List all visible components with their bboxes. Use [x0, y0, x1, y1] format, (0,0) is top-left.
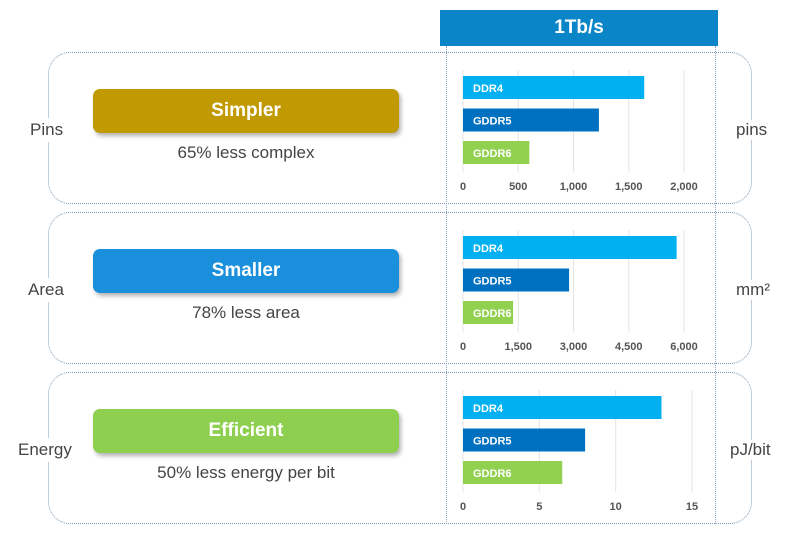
simpler-button[interactable]: Simpler — [93, 89, 399, 133]
side-label: Pins — [30, 118, 64, 142]
tick-label: 2,000 — [670, 181, 698, 193]
bar-label: GDDR6 — [473, 308, 512, 320]
bar-label: DDR4 — [473, 83, 504, 95]
tick-label: 1,500 — [504, 341, 532, 353]
tick-label: 3,000 — [560, 341, 588, 353]
tick-label: 1,000 — [560, 181, 588, 193]
unit-label: mm² — [736, 280, 770, 300]
tick-label: 0 — [460, 501, 466, 513]
bar-label: GDDR6 — [473, 148, 512, 160]
panel-pins: Simpler 65% less complex — [48, 52, 752, 204]
side-label: Energy — [18, 438, 72, 462]
subtitle: 65% less complex — [177, 143, 315, 162]
bar-chart: 0 500 1,000 1,500 2,000 DDR4 GDDR5 GDDR6 — [460, 70, 698, 193]
subtitle: 78% less area — [192, 303, 300, 322]
bar-label: GDDR5 — [473, 436, 512, 448]
tick-label: 10 — [610, 501, 622, 513]
tick-label: 500 — [509, 181, 527, 193]
unit-label: pins — [736, 120, 768, 140]
bandwidth-header: 1Tb/s — [440, 10, 718, 46]
tick-label: 1,500 — [615, 181, 643, 193]
chart-column-frame — [446, 46, 716, 524]
subtitle: 50% less energy per bit — [157, 463, 335, 482]
bar-chart: 0 1,500 3,000 4,500 6,000 DDR4 GDDR5 GDDR6 — [460, 230, 698, 353]
bar-ddr4 — [463, 76, 645, 99]
bar-label: DDR4 — [473, 243, 504, 255]
side-label: Area — [28, 278, 64, 302]
bar-gddr6 — [463, 301, 514, 324]
bar-gddr5 — [463, 108, 599, 132]
tick-label: 5 — [536, 501, 542, 513]
bar-gddr5 — [463, 268, 570, 292]
bar-gddr6 — [463, 461, 563, 484]
panel-energy: Efficient 50% less energy per bit — [48, 372, 752, 524]
tick-label: 0 — [460, 181, 466, 193]
smaller-button[interactable]: Smaller — [93, 249, 399, 293]
efficient-button[interactable]: Efficient — [93, 409, 399, 453]
tick-label: 6,000 — [670, 341, 698, 353]
tick-label: 4,500 — [615, 341, 643, 353]
tick-label: 15 — [686, 501, 698, 513]
bar-label: GDDR5 — [473, 276, 512, 288]
unit-label: pJ/bit — [730, 440, 771, 460]
bar-label: GDDR5 — [473, 116, 512, 128]
bar-label: GDDR6 — [473, 468, 512, 480]
bar-ddr4 — [463, 236, 677, 259]
bar-label: DDR4 — [473, 403, 504, 415]
bar-gddr6 — [463, 141, 530, 164]
bar-chart: 0 5 10 15 DDR4 GDDR5 GDDR6 — [460, 390, 698, 513]
tick-label: 0 — [460, 341, 466, 353]
bar-gddr5 — [463, 428, 586, 452]
panel-area: Smaller 78% less area — [48, 212, 752, 364]
bar-ddr4 — [463, 396, 662, 419]
